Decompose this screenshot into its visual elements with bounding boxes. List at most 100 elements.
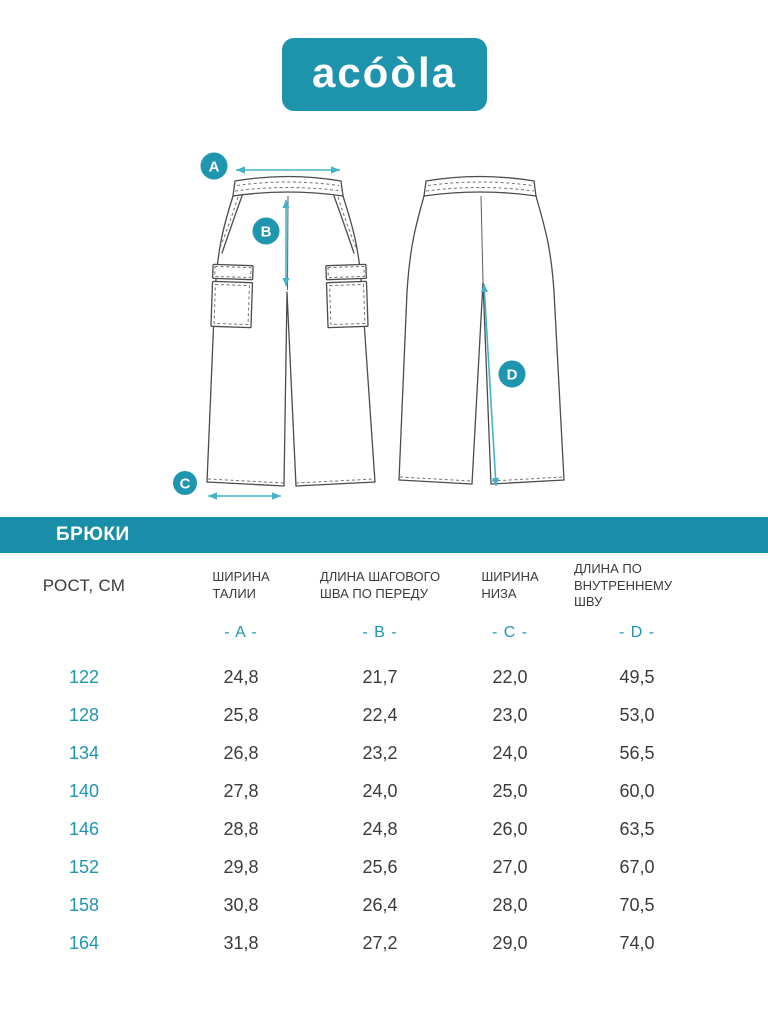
header-line: ШИРИНА [212,569,270,585]
back-right-hem [490,479,565,485]
header-line: ШИРИНА [481,569,539,585]
left-cargo-body-stitching [213,283,250,326]
value-cell: 24,0 [362,780,398,801]
back-left-hem-stitching [399,476,472,482]
right-cargo-body [325,280,369,329]
size-cell: 134 [68,742,100,763]
header-line: ВНУТРЕННЕМУ ШВУ [574,577,673,610]
value-cell: 74,0 [619,932,655,953]
left-cargo-flap [212,263,254,281]
column-header-a: ШИРИНА ТАЛИИ [168,569,314,602]
arrowhead [208,492,217,500]
right-cargo-body-stitching [329,283,366,326]
value-cell: 67,0 [619,856,655,877]
left-pocket-opening-stitching [218,196,239,251]
table-header-row: РОСТ, СМ ШИРИНА ТАЛИИ ДЛИНА ШАГОВОГО ШВА П… [0,559,700,613]
header-line: ТАЛИИ [212,586,257,601]
value-cell: 22,0 [492,666,528,687]
back-left-hem [398,479,473,485]
left-cargo-body [210,280,254,329]
table-row: 152 29,8 25,6 27,0 67,0 [0,848,700,886]
measurement-arrows [208,166,500,500]
value-cell: 23,2 [362,742,398,763]
value-cell: 26,0 [492,818,528,839]
pants-back-drawing [398,175,565,485]
back-waistband [423,175,537,197]
right-pocket-opening [333,195,355,254]
value-cell: 27,8 [223,780,259,801]
back-waistband-stitching [425,187,535,192]
front-waistband [232,175,344,197]
value-cell: 24,0 [492,742,528,763]
measure-label-b [252,217,280,245]
header-line: ДЛИНА ШАГОВОГО [319,569,441,585]
value-cell: 29,0 [492,932,528,953]
value-cell: 31,8 [223,932,259,953]
back-left-outer-seam [398,195,425,481]
value-cell: 25,6 [362,856,398,877]
table-row: 140 27,8 24,0 25,0 60,0 [0,772,700,810]
arrowhead [272,492,281,500]
value-cell: 24,8 [223,666,259,687]
measurement-badges: A B C D [173,152,526,495]
value-cell: 27,0 [492,856,528,877]
pants-diagram: A B C D [173,152,565,500]
value-cell: 26,4 [362,894,398,915]
front-waistband-stitching [236,181,340,186]
measure-label-a [200,152,228,180]
measure-letter-c: C [180,475,191,492]
right-cargo-pocket [325,263,369,329]
value-cell: 29,8 [223,856,259,877]
front-center-seam [287,195,289,291]
value-cell: 22,4 [362,704,398,725]
header-line: НИЗА [481,586,517,601]
table-row: 134 26,8 23,2 24,0 56,5 [0,734,700,772]
value-cell: 26,8 [223,742,259,763]
size-cell: 146 [68,818,100,839]
front-left-outer-seam [206,195,234,483]
brand-logo-text: acóòla [311,48,458,96]
table-row: 146 28,8 24,8 26,0 63,5 [0,810,700,848]
size-table: РОСТ, СМ ШИРИНА ТАЛИИ ДЛИНА ШАГОВОГО ШВА П… [0,559,700,962]
value-cell: 27,2 [362,932,398,953]
size-cell: 128 [68,704,100,725]
front-right-hem-stitching [295,478,375,484]
size-cell: 164 [68,932,100,953]
value-cell: 28,8 [223,818,259,839]
measure-d-arrow [483,283,497,487]
value-cell: 30,8 [223,894,259,915]
arrowhead [282,200,290,208]
brand-logo: acóòla [282,38,487,111]
letter-cell-a: - A - [224,624,258,641]
front-right-hem [295,481,376,487]
left-cargo-pocket [210,263,254,329]
measure-letter-b: B [261,224,272,241]
size-cell: 152 [68,856,100,877]
left-cargo-flap-stitching [214,265,252,279]
letter-row: - A - - B - - C - - D - [0,613,700,653]
letter-cell-d: - D - [618,624,656,641]
value-cell: 56,5 [619,742,655,763]
measure-label-d [498,360,526,388]
back-waistband-stitching [427,181,533,186]
value-cell: 21,7 [362,666,398,687]
table-row: 164 31,8 27,2 29,0 74,0 [0,924,700,962]
front-left-hem [206,481,285,487]
column-header-d: ДЛИНА ПО ВНУТРЕННЕМУ ШВУ [574,561,700,611]
front-right-outer-seam [342,195,376,483]
front-inner-seams [283,291,297,487]
value-cell: 23,0 [492,704,528,725]
back-inner-seams [471,281,492,485]
arrowhead [331,166,340,174]
arrowhead [491,477,500,486]
left-pocket-opening [221,195,243,254]
value-cell: 24,8 [362,818,398,839]
column-header-c: ШИРИНА НИЗА [446,569,574,602]
arrowhead [236,166,245,174]
table-row: 122 24,8 21,7 22,0 49,5 [0,658,700,696]
front-waistband-stitching [234,187,342,192]
value-cell: 63,5 [619,818,655,839]
back-right-outer-seam [535,195,565,481]
measure-label-c [173,471,197,495]
